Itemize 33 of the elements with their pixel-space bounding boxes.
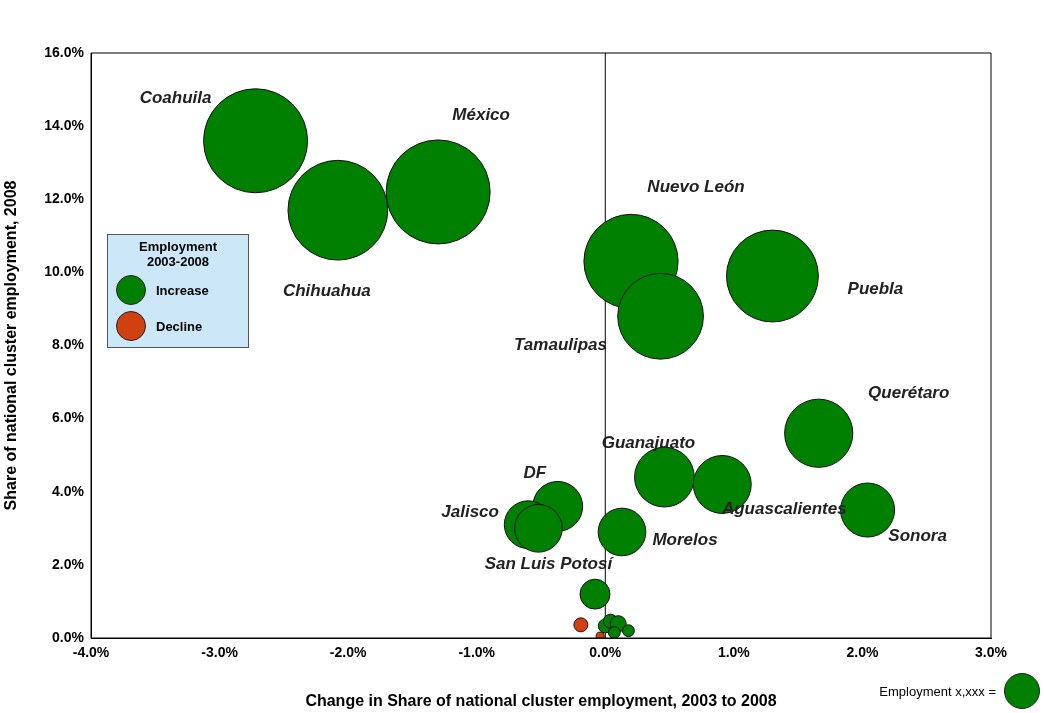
annotation: Coahuila — [139, 88, 212, 108]
y-tick-label: 0.0% — [52, 628, 85, 645]
y-tick-label: 4.0% — [52, 482, 85, 499]
y-tick-label: 10.0% — [44, 263, 85, 280]
annotation: Morelos — [652, 529, 718, 549]
x-tick-label: -4.0% — [72, 644, 110, 661]
x-tick-label: 1.0% — [717, 644, 751, 661]
annotation: Chihuahua — [282, 280, 371, 300]
annotation: México — [452, 104, 510, 124]
annotation: Querétaro — [868, 382, 950, 402]
legend-label: Increase — [156, 282, 209, 298]
x-tick-label: -2.0% — [329, 644, 367, 661]
x-tick-label: 3.0% — [975, 644, 1008, 661]
annotation: Puebla — [847, 278, 904, 298]
x-tick-label: 0.0% — [589, 644, 622, 661]
legend-title: Employment 2003-2008 — [138, 239, 218, 269]
x-tick-label: -1.0% — [458, 644, 496, 661]
annotation: Sonora — [888, 525, 947, 545]
x-tick-label: -3.0% — [201, 644, 239, 661]
y-tick-label: 16.0% — [44, 43, 85, 60]
annotation: Nuevo León — [647, 177, 745, 197]
y-tick-label: 2.0% — [52, 555, 85, 572]
y-tick-label: 6.0% — [52, 409, 85, 426]
x-axis-title: Change in Share of national cluster employment, 2003 to 2008 — [305, 691, 777, 709]
text: Employment x,xxx = — [879, 683, 996, 699]
annotation: Jalisco — [441, 502, 499, 522]
annotation: DF — [523, 463, 547, 483]
y-tick-label: 12.0% — [44, 190, 85, 207]
y-tick-label: 14.0% — [44, 116, 85, 133]
y-axis-title: Share of national cluster employment, 2008 — [2, 180, 20, 511]
x-tick-label: 2.0% — [846, 644, 879, 661]
legend-label: Decline — [156, 318, 203, 334]
y-tick-label: 8.0% — [52, 336, 85, 353]
